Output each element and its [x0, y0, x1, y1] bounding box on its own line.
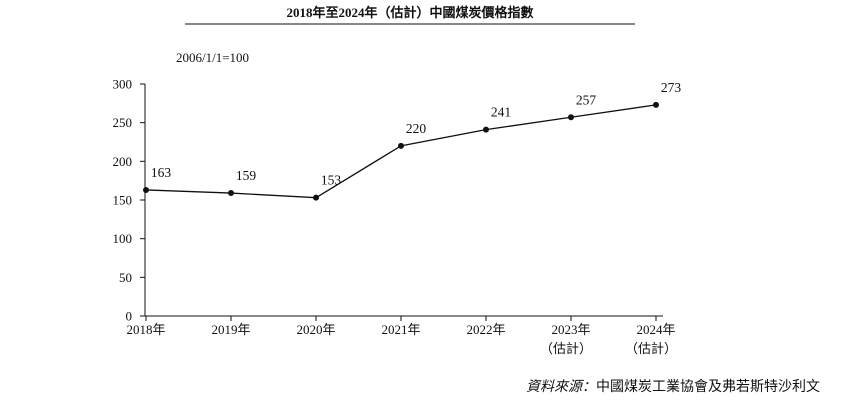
y-tick-label: 0 [126, 309, 133, 324]
data-label: 220 [406, 121, 427, 136]
data-point [483, 126, 489, 133]
x-tick-label: 2021年 [381, 322, 420, 337]
x-tick-sublabel: （估計） [625, 341, 677, 356]
y-tick-label: 200 [113, 154, 133, 169]
x-tick-label: 2018年 [126, 322, 165, 337]
x-tick-sublabel: （估計） [540, 341, 592, 356]
y-tick-label: 50 [119, 270, 132, 285]
x-tick-label: 2019年 [211, 322, 250, 337]
y-tick-label: 250 [113, 115, 133, 130]
y-tick-label: 300 [113, 77, 133, 92]
data-point [398, 142, 404, 149]
data-point [568, 114, 574, 121]
source-note: 資料來源：中國煤炭工業協會及弗若斯特沙利文 [526, 379, 820, 395]
index-base-note: 2006/1/1=100 [176, 50, 249, 65]
data-point [313, 194, 319, 201]
data-label: 257 [576, 92, 597, 107]
x-tick-label: 2023年 [551, 322, 590, 337]
x-tick-label: 2022年 [466, 322, 505, 337]
x-axis-ticks: 2018年 2019年 2020年 2021年 2022年 2023年 （估計） 2024年 （… [126, 316, 677, 356]
source-label: 資料來源： [526, 379, 596, 395]
data-label: 241 [491, 105, 511, 120]
y-tick-label: 150 [113, 193, 133, 208]
data-point [143, 186, 149, 193]
data-label: 273 [661, 80, 682, 95]
data-point [653, 101, 659, 108]
x-tick-label: 2020年 [296, 322, 335, 337]
data-label: 159 [236, 168, 257, 183]
series-price-index: 163 159 153 220 241 257 273 [143, 80, 681, 201]
data-label: 163 [151, 165, 172, 180]
series-line [145, 104, 657, 199]
y-tick-label: 100 [113, 231, 133, 246]
data-label: 153 [321, 173, 342, 188]
x-tick-label: 2024年 [636, 322, 675, 337]
chart-title: 2018年至2024年（估計）中國煤炭價格指數 [286, 5, 533, 20]
source-text: 中國煤炭工業協會及弗若斯特沙利文 [596, 379, 820, 395]
y-axis-ticks: 0 50 100 150 200 250 300 [113, 77, 145, 324]
data-point [228, 190, 234, 197]
